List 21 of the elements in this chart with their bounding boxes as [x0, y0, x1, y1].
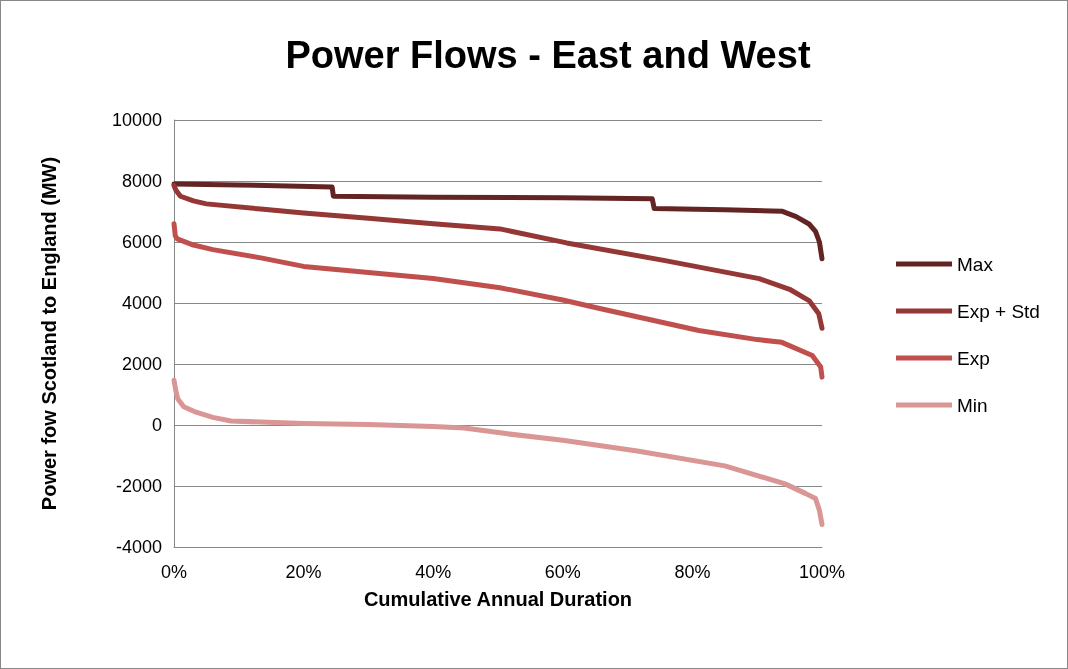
y-axis-title: Power fow Scotland to England (MW)	[38, 156, 60, 511]
y-tick-label: 2000	[121, 354, 162, 374]
y-tick-label: 8000	[121, 171, 162, 191]
y-tick-label: 10000	[111, 110, 162, 130]
x-tick-label: 20%	[285, 562, 322, 582]
x-tick-label: 60%	[544, 562, 581, 582]
y-tick-label: 4000	[121, 293, 162, 313]
x-tick-label: 80%	[674, 562, 711, 582]
y-tick-label: -2000	[115, 476, 162, 496]
x-axis-title: Cumulative Annual Duration	[363, 588, 633, 610]
y-tick-label: -4000	[115, 537, 162, 557]
legend-label: Exp	[957, 347, 990, 369]
legend-label: Min	[957, 394, 988, 416]
legend-label: Max	[957, 253, 994, 275]
x-tick-label: 40%	[415, 562, 452, 582]
y-tick-label: 6000	[121, 232, 162, 252]
y-tick-label: 0	[151, 415, 162, 435]
legend-label: Exp + Std	[957, 300, 1040, 322]
x-tick-label: 0%	[160, 562, 188, 582]
chart-title: Power Flows - East and West	[285, 34, 811, 76]
x-tick-label: 100%	[798, 562, 846, 582]
